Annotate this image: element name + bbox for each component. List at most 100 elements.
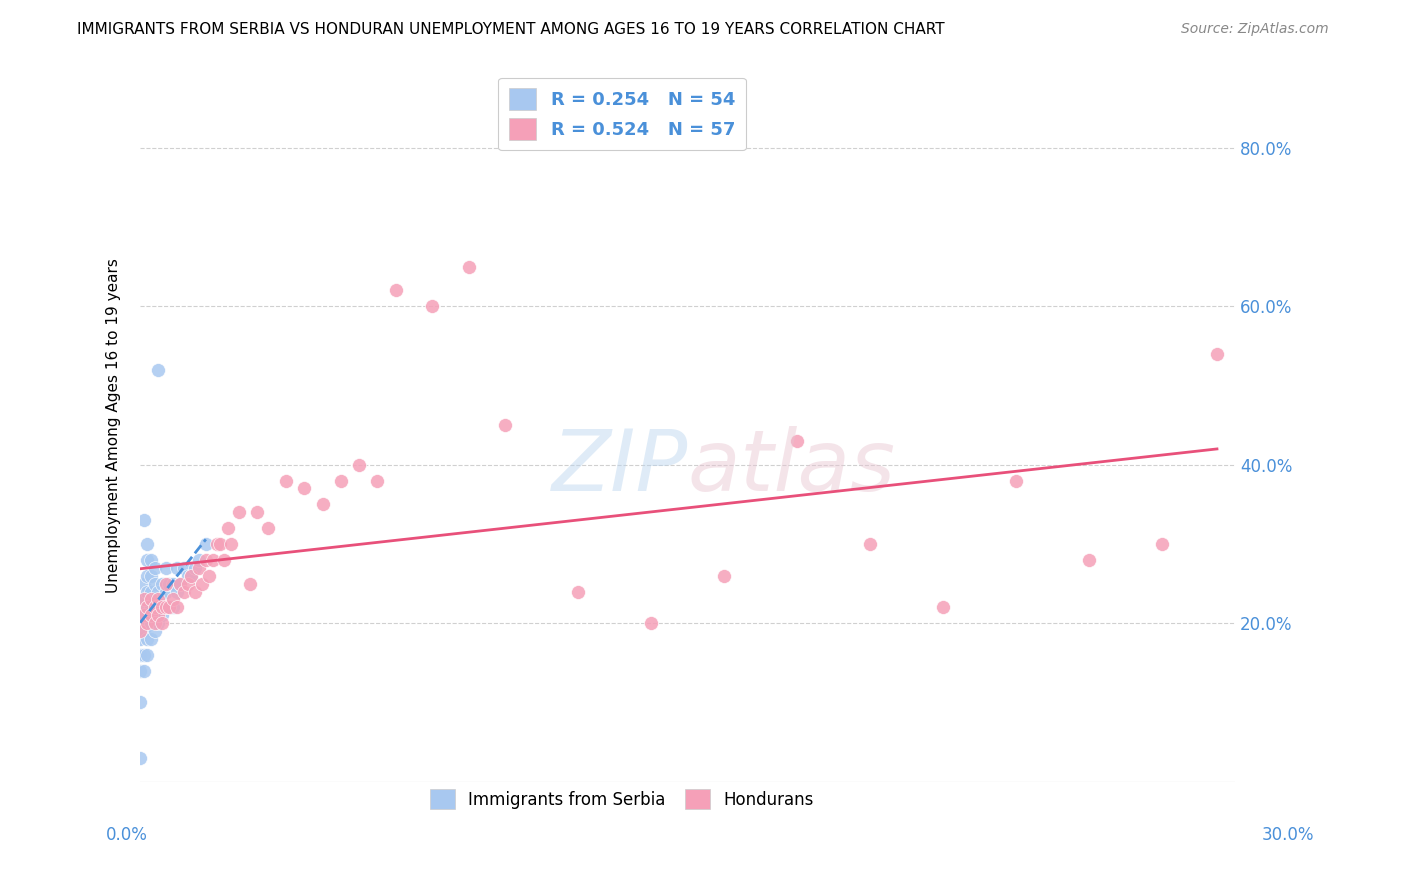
Point [276,474,298,488]
Legend: Immigrants from Serbia, Hondurans: Immigrants from Serbia, Hondurans [423,782,821,816]
Point [217,521,239,535]
Point [139,600,162,615]
Point [136,648,159,662]
Point [132,608,155,623]
Point [202,553,225,567]
Point [139,553,162,567]
Point [1078,553,1101,567]
Point [139,608,162,623]
Point [180,568,202,582]
Point [786,434,808,448]
Point [1152,537,1174,551]
Point [209,537,232,551]
Point [136,537,159,551]
Point [129,664,152,678]
Point [329,474,352,488]
Point [221,537,243,551]
Point [494,418,516,433]
Point [150,608,173,623]
Point [143,608,166,623]
Point [184,560,207,574]
Point [148,592,170,607]
Point [150,592,173,607]
Text: 0.0%: 0.0% [105,826,148,844]
Point [136,553,159,567]
Point [148,362,170,376]
Point [239,576,262,591]
Point [132,664,155,678]
Point [166,560,188,574]
Point [129,632,152,646]
Point [1005,474,1028,488]
Text: Source: ZipAtlas.com: Source: ZipAtlas.com [1181,22,1329,37]
Point [228,505,250,519]
Point [169,576,191,591]
Point [136,616,159,631]
Point [132,648,155,662]
Point [155,600,177,615]
Point [176,576,198,591]
Point [640,616,662,631]
Point [191,576,214,591]
Point [139,568,162,582]
Point [148,600,170,615]
Point [155,560,177,574]
Point [187,560,209,574]
Point [194,553,217,567]
Point [162,592,184,607]
Point [420,299,443,313]
Point [139,592,162,607]
Point [132,608,155,623]
Point [157,600,180,615]
Point [132,624,155,639]
Point [132,592,155,607]
Point [194,537,217,551]
Point [150,616,173,631]
Point [173,560,195,574]
Point [155,600,177,615]
Point [136,568,159,582]
Point [143,600,166,615]
Point [457,260,479,274]
Point [384,284,406,298]
Point [246,505,269,519]
Point [143,560,166,574]
Text: atlas: atlas [688,426,896,509]
Text: ZIP: ZIP [551,426,688,509]
Point [136,584,159,599]
Point [139,616,162,631]
Point [932,600,955,615]
Point [176,568,198,582]
Point [148,608,170,623]
Point [136,632,159,646]
Point [187,553,209,567]
Point [148,584,170,599]
Point [294,482,316,496]
Point [173,584,195,599]
Point [139,632,162,646]
Point [366,474,388,488]
Point [139,584,162,599]
Point [143,576,166,591]
Point [311,497,333,511]
Point [129,751,152,765]
Point [162,576,184,591]
Text: IMMIGRANTS FROM SERBIA VS HONDURAN UNEMPLOYMENT AMONG AGES 16 TO 19 YEARS CORREL: IMMIGRANTS FROM SERBIA VS HONDURAN UNEMP… [77,22,945,37]
Text: 30.0%: 30.0% [1263,826,1315,844]
Point [157,576,180,591]
Point [143,592,166,607]
Point [129,695,152,709]
Point [198,568,221,582]
Point [155,584,177,599]
Point [205,537,228,551]
Point [257,521,280,535]
Point [132,513,155,527]
Point [132,576,155,591]
Point [166,584,188,599]
Point [150,600,173,615]
Point [347,458,370,472]
Point [1206,347,1229,361]
Point [859,537,882,551]
Point [136,600,159,615]
Point [132,592,155,607]
